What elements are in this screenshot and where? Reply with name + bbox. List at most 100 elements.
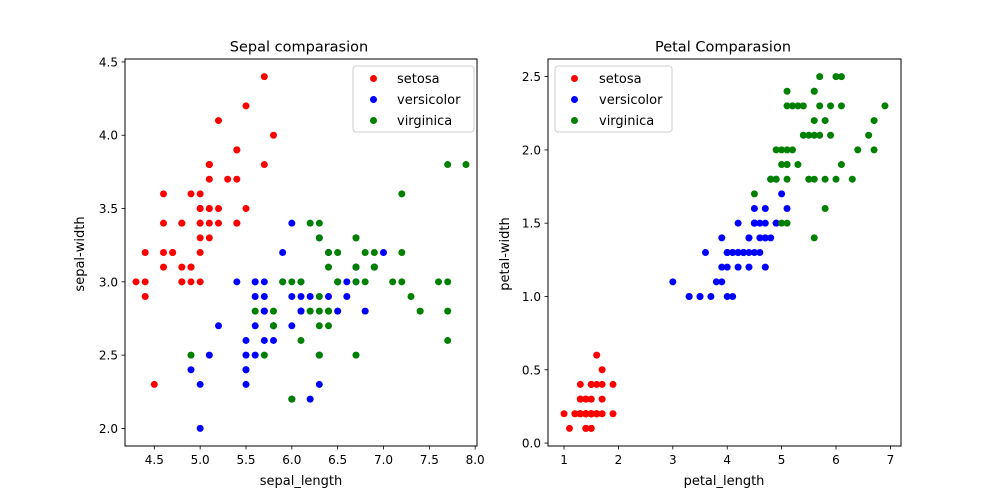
x-tick-label: 3: [669, 453, 677, 467]
data-point-versicolor: [288, 322, 296, 330]
legend-marker-versicolor: [370, 96, 377, 103]
data-point-setosa: [593, 351, 601, 359]
data-point-setosa: [205, 219, 213, 227]
data-point-virginica: [837, 73, 845, 81]
x-tick-label: 7.0: [374, 453, 393, 467]
legend-label-setosa: setosa: [599, 72, 642, 87]
data-point-virginica: [799, 102, 807, 110]
data-point-virginica: [788, 146, 796, 154]
data-point-versicolor: [756, 219, 764, 227]
x-tick-label: 5.0: [191, 453, 210, 467]
data-point-virginica: [783, 87, 791, 95]
data-point-virginica: [389, 278, 397, 286]
data-point-versicolor: [260, 278, 268, 286]
data-point-virginica: [306, 307, 314, 315]
data-point-virginica: [837, 161, 845, 169]
data-point-setosa: [196, 278, 204, 286]
y-tick-label: 4.0: [99, 129, 118, 143]
data-point-versicolor: [761, 263, 769, 271]
data-point-setosa: [260, 73, 268, 81]
x-axis-label: sepal_length: [260, 474, 343, 489]
y-tick-label: 2.0: [522, 143, 541, 157]
data-point-virginica: [444, 161, 452, 169]
legend: setosa versicolor virginica: [352, 65, 475, 133]
data-point-setosa: [270, 131, 277, 139]
data-point-setosa: [233, 219, 241, 227]
data-point-setosa: [242, 102, 250, 110]
data-point-setosa: [576, 380, 584, 388]
data-point-setosa: [593, 380, 601, 388]
data-point-setosa: [224, 175, 232, 183]
data-point-virginica: [832, 175, 840, 183]
chart-title: Petal Comparasion: [655, 40, 791, 56]
data-point-versicolor: [297, 307, 305, 315]
data-point-virginica: [837, 102, 845, 110]
data-point-versicolor: [756, 249, 764, 256]
y-tick-label: 2.5: [522, 70, 541, 84]
data-point-setosa: [141, 278, 149, 286]
data-point-versicolor: [669, 278, 677, 286]
data-point-setosa: [205, 205, 213, 213]
data-point-setosa: [160, 219, 167, 227]
x-tick-label: 8.0: [466, 453, 485, 467]
data-point-setosa: [178, 263, 186, 271]
data-point-versicolor: [315, 380, 323, 388]
data-point-setosa: [565, 424, 573, 432]
data-point-versicolor: [723, 292, 731, 300]
data-point-virginica: [370, 263, 378, 271]
points-layer: [560, 73, 889, 432]
data-point-virginica: [794, 102, 802, 110]
data-point-setosa: [242, 205, 250, 213]
petal-chart: Petal Comparasion 1 2 3 4 5 6 7 0.0 0.5 1.0 1.5 2.0…: [498, 40, 902, 489]
data-point-setosa: [205, 234, 213, 242]
data-point-virginica: [361, 278, 369, 286]
data-point-versicolor: [242, 351, 250, 359]
data-point-virginica: [848, 175, 856, 183]
data-point-versicolor: [297, 292, 305, 300]
data-point-versicolor: [288, 219, 296, 227]
data-point-virginica: [288, 278, 296, 286]
data-point-virginica: [315, 351, 323, 359]
data-point-setosa: [196, 234, 204, 242]
legend-box: [554, 65, 673, 133]
data-point-virginica: [297, 336, 305, 344]
data-point-virginica: [816, 102, 824, 110]
data-point-virginica: [315, 307, 323, 315]
data-point-virginica: [306, 219, 314, 227]
data-point-virginica: [444, 307, 452, 315]
data-point-setosa: [187, 263, 195, 271]
data-point-versicolor: [718, 278, 726, 286]
data-point-setosa: [178, 278, 186, 286]
tick-layer: 1 2 3 4 5 6 7 0.0 0.5 1.0 1.5 2.0 2.5: [522, 70, 894, 467]
data-point-versicolor: [215, 322, 222, 330]
data-point-versicolor: [756, 234, 764, 242]
data-point-virginica: [444, 336, 452, 344]
data-point-virginica: [444, 278, 452, 286]
data-point-setosa: [582, 424, 590, 432]
data-point-virginica: [398, 249, 406, 256]
x-tick-label: 6: [832, 453, 840, 467]
x-tick-label: 4: [723, 453, 731, 467]
data-point-versicolor: [734, 249, 742, 256]
data-point-virginica: [398, 278, 406, 286]
data-point-virginica: [325, 307, 332, 315]
data-point-virginica: [315, 322, 323, 330]
data-point-virginica: [783, 161, 791, 169]
y-axis-label: sepal-width: [73, 216, 88, 291]
data-point-versicolor: [343, 292, 351, 300]
data-point-virginica: [810, 117, 818, 125]
data-point-virginica: [352, 278, 360, 286]
data-point-versicolor: [729, 249, 737, 256]
data-point-versicolor: [196, 380, 204, 388]
data-point-virginica: [750, 190, 758, 198]
data-point-versicolor: [260, 307, 268, 315]
data-point-virginica: [778, 219, 786, 227]
data-point-setosa: [160, 263, 167, 271]
data-point-versicolor: [242, 336, 250, 344]
data-point-virginica: [407, 292, 415, 300]
x-tick-label: 1: [560, 453, 568, 467]
data-point-virginica: [778, 146, 786, 154]
legend: setosa versicolor virginica: [554, 65, 673, 133]
data-point-virginica: [854, 146, 862, 154]
data-point-virginica: [881, 102, 889, 110]
